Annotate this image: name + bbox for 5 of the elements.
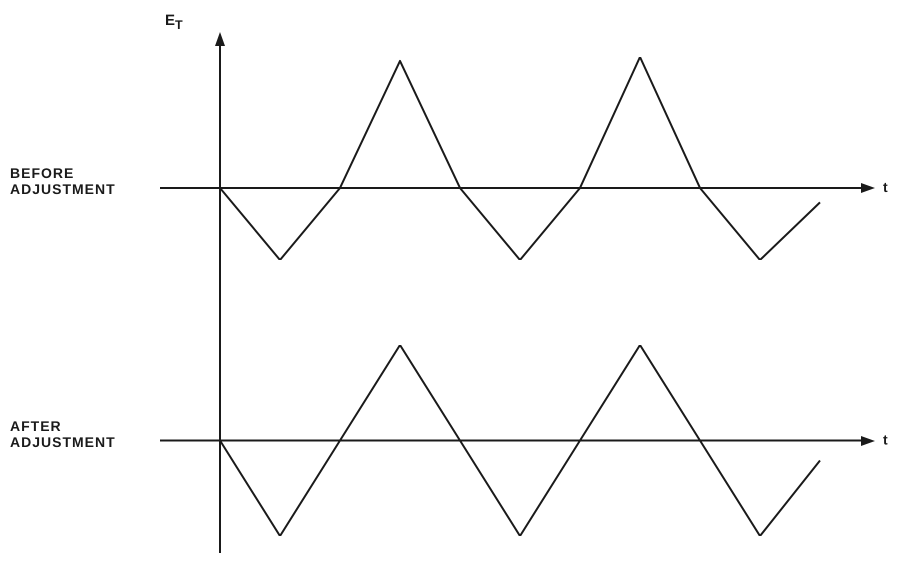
text: AFTER ADJUSTMENT: [10, 418, 116, 450]
y-axis-title: E$_{T}$: [165, 12, 183, 32]
x-axis-title: t: [883, 431, 888, 448]
x-axis-title: t: [883, 178, 888, 195]
text: BEFORE ADJUSTMENT: [10, 165, 116, 197]
